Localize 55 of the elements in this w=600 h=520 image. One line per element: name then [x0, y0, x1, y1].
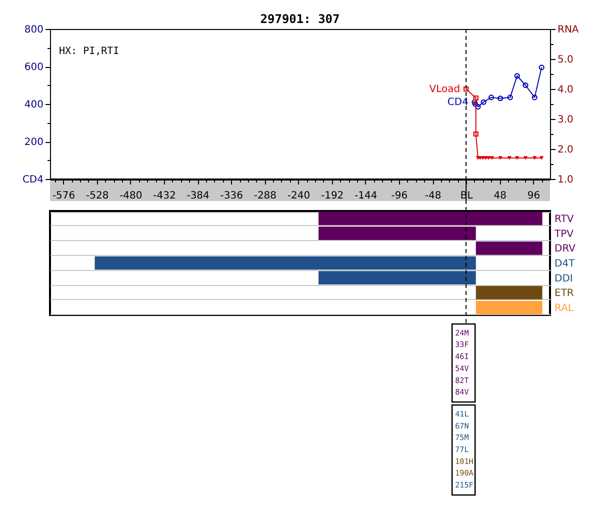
y2-tick-label: 1.0 [558, 174, 574, 186]
point [498, 96, 504, 102]
y-tick-label: CD4 [22, 174, 44, 186]
y-tick-label: D4T [554, 258, 576, 270]
point [473, 131, 478, 137]
series-label: VLoad [429, 84, 460, 95]
y-tick-label: RAL [554, 303, 574, 314]
point [464, 86, 469, 92]
point [488, 94, 494, 100]
point [486, 156, 491, 160]
y2-tick-label: 2.0 [558, 144, 574, 156]
point [507, 156, 512, 160]
x-tick-label: 96 [527, 190, 540, 202]
point [532, 94, 538, 100]
point [522, 82, 528, 88]
y2-tick-label: RNA [558, 24, 579, 36]
y-tick-label: ETR [554, 288, 574, 300]
x-tick-label: -192 [320, 190, 344, 202]
point [480, 99, 486, 105]
y-tick-label: DDI [554, 273, 573, 284]
chart-title: 297901: 307 [260, 12, 340, 26]
point [514, 73, 520, 79]
point [490, 156, 494, 160]
y-tick-label: RTV [554, 214, 574, 225]
y2-tick-label: 4.0 [558, 84, 574, 96]
y-tick-label: 400 [24, 100, 44, 110]
point [515, 156, 520, 160]
series-label: CD4 [447, 97, 468, 108]
y-tick-label: 200 [24, 137, 44, 148]
x-tick-label: 48 [494, 190, 507, 202]
x-tick-label: -96 [391, 190, 408, 202]
point [523, 156, 528, 160]
x-tick-label: -576 [52, 190, 76, 202]
y2-tick-label: 5.0 [558, 54, 574, 66]
x-tick-label: -288 [254, 190, 277, 202]
point [507, 94, 513, 100]
x-tick-label: -528 [86, 190, 109, 202]
x-tick-label: -480 [120, 190, 142, 202]
y-tick-label: 800 [24, 24, 44, 36]
y-tick-label: 600 [24, 62, 44, 73]
annotation: HX: PI,RTI [59, 46, 120, 57]
point [532, 156, 537, 160]
y-tick-label: DRV [554, 244, 576, 255]
y-tick-label: TPV [554, 228, 574, 240]
point [475, 104, 481, 110]
point [473, 95, 478, 101]
x-tick-label: -336 [220, 190, 243, 202]
x-tick-label: -384 [186, 190, 210, 202]
y2-tick-label: 3.0 [558, 114, 574, 126]
point [539, 156, 544, 160]
x-tick-label: -48 [424, 190, 442, 202]
x-tick-label: -144 [354, 190, 378, 202]
x-tick-label: -432 [153, 190, 176, 202]
x-tick-label: -240 [287, 190, 310, 202]
point [498, 156, 502, 160]
